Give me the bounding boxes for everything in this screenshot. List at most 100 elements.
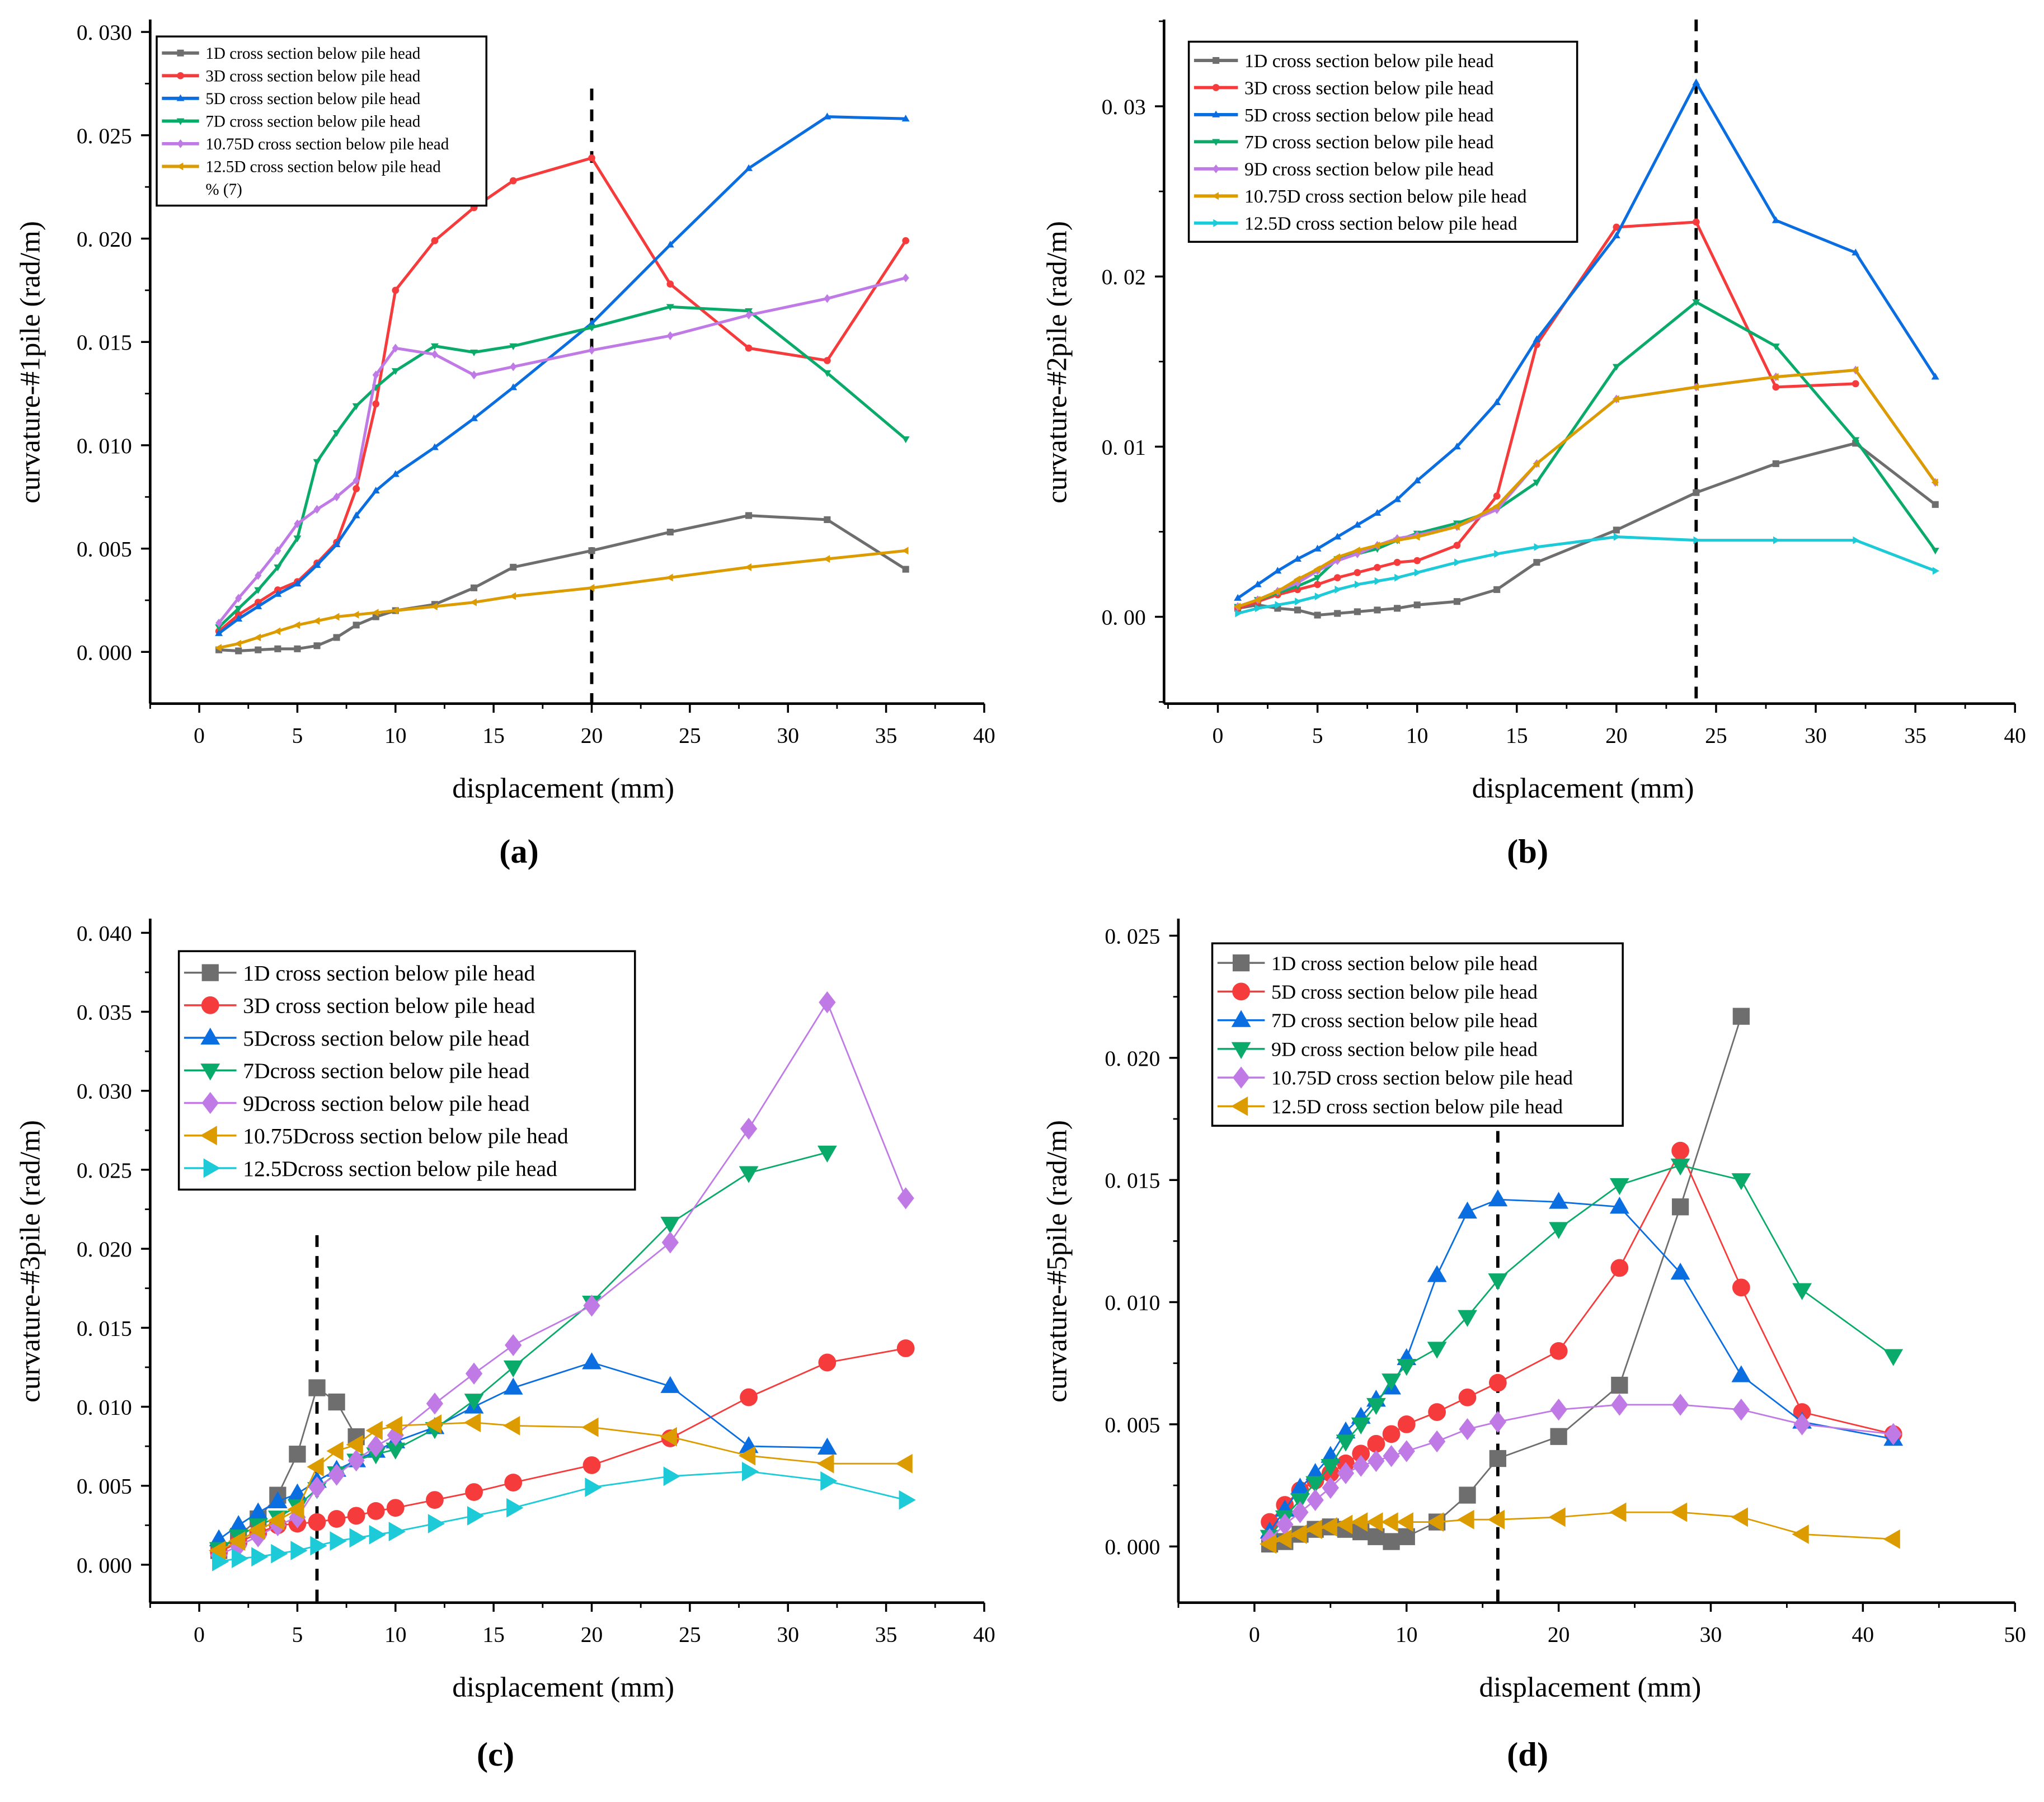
data-point (1335, 585, 1342, 594)
y-tick-label: 0. 00 (1102, 605, 1146, 630)
data-point (1231, 1042, 1251, 1060)
x-tick-label: 30 (1805, 723, 1827, 748)
x-axis-label: displacement (mm) (1479, 1671, 1702, 1703)
data-point (1259, 1534, 1277, 1554)
data-point (1671, 1141, 1690, 1160)
data-point (1931, 548, 1939, 555)
data-point (1275, 1529, 1292, 1549)
series-2 (215, 112, 910, 636)
data-point (294, 645, 301, 652)
data-point (313, 561, 321, 568)
data-point (1489, 1410, 1507, 1433)
data-point (1883, 1349, 1904, 1366)
x-tick-label: 5 (292, 723, 303, 748)
data-point (510, 563, 517, 571)
data-point (274, 590, 282, 597)
data-point (200, 1064, 220, 1081)
y-tick-label: 0. 005 (1105, 1413, 1160, 1437)
data-point (824, 294, 831, 303)
data-point (469, 598, 477, 606)
data-point (1494, 550, 1501, 558)
data-point (274, 564, 282, 572)
data-point (176, 162, 184, 171)
legend-entry: 12.5D cross section below pile head (1244, 214, 1517, 234)
data-point (1692, 218, 1700, 226)
data-point (1294, 606, 1301, 614)
data-point (310, 1536, 327, 1556)
data-point (503, 1377, 523, 1395)
data-point (1275, 601, 1282, 609)
x-tick-label: 25 (679, 1622, 701, 1647)
data-point (346, 1434, 363, 1455)
data-point (1290, 1524, 1307, 1544)
data-point (431, 237, 439, 244)
data-point (1732, 1278, 1750, 1297)
y-tick-label: 0. 020 (77, 1237, 132, 1262)
data-point (308, 1379, 326, 1396)
data-point (208, 1541, 226, 1560)
y-tick-label: 0. 035 (77, 1000, 132, 1025)
series-5 (1259, 1502, 1900, 1554)
series-line (1268, 1198, 1893, 1532)
data-point (745, 164, 753, 171)
legend-box (1187, 40, 1578, 243)
data-point (235, 647, 242, 655)
data-point (1381, 1512, 1398, 1532)
x-tick-label: 25 (679, 723, 701, 748)
series-3 (1260, 1158, 1904, 1547)
data-point (1731, 1507, 1748, 1527)
data-point (1335, 1514, 1353, 1535)
data-point (1670, 1262, 1690, 1280)
data-point (1613, 526, 1620, 534)
series-line (1268, 1164, 1894, 1537)
series-3 (1234, 299, 1939, 611)
data-point (293, 621, 300, 629)
chart-panel-b: 0 5 10 15 20 25 30 35 40 0. 00 0. 01 0. 02 0. 03 disp… (1041, 19, 2026, 871)
x-axis-label: displacement (mm) (1472, 772, 1694, 804)
data-point (1314, 592, 1322, 601)
data-point (1314, 581, 1321, 589)
data-point (426, 1392, 444, 1415)
chart-panel-d: 0 10 20 30 40 50 0. 000 0. 005 0. 010 0. 015 0. 02… (1041, 918, 2026, 1773)
data-point (1366, 1512, 1383, 1532)
data-point (251, 1547, 269, 1567)
y-tick-label: 0. 005 (77, 1474, 132, 1499)
series-2 (1260, 1189, 1904, 1539)
series-5 (1233, 366, 1938, 611)
x-axis-label: displacement (mm) (452, 772, 674, 804)
data-point (427, 1514, 445, 1533)
data-point (1459, 1486, 1476, 1504)
x-tick-label: 20 (1605, 723, 1628, 748)
legend-entry: 5D cross section below pile head (1244, 105, 1494, 126)
data-point (1368, 1450, 1385, 1472)
data-point (471, 584, 478, 591)
data-point (1393, 536, 1400, 544)
data-point (1533, 459, 1540, 468)
data-point (372, 486, 380, 494)
data-point (353, 485, 360, 492)
data-point (1693, 536, 1700, 544)
data-point (818, 1353, 837, 1372)
data-point (1550, 1399, 1567, 1421)
data-point (1457, 1509, 1474, 1530)
data-point (307, 1457, 324, 1477)
legend-extra-text: % (7) (205, 181, 242, 199)
legend-entry: 7D cross section below pile head (205, 113, 420, 131)
series-0 (215, 512, 909, 655)
data-point (1253, 580, 1262, 587)
x-tick-label: 30 (777, 1622, 799, 1647)
data-point (287, 1499, 304, 1519)
data-point (1453, 542, 1461, 549)
data-point (1294, 554, 1301, 562)
data-point (1351, 1417, 1371, 1435)
y-tick-label: 0. 010 (77, 434, 132, 458)
legend-entry: 12.5D cross section below pile head (205, 158, 441, 176)
x-tick-label: 35 (875, 1622, 898, 1647)
series-5 (214, 547, 909, 652)
y-tick-label: 0. 010 (1105, 1291, 1160, 1315)
data-point (660, 1216, 680, 1234)
data-point (1394, 605, 1401, 612)
data-point (313, 505, 321, 514)
y-tick-label: 0. 000 (77, 640, 132, 665)
data-point (1732, 1008, 1750, 1025)
